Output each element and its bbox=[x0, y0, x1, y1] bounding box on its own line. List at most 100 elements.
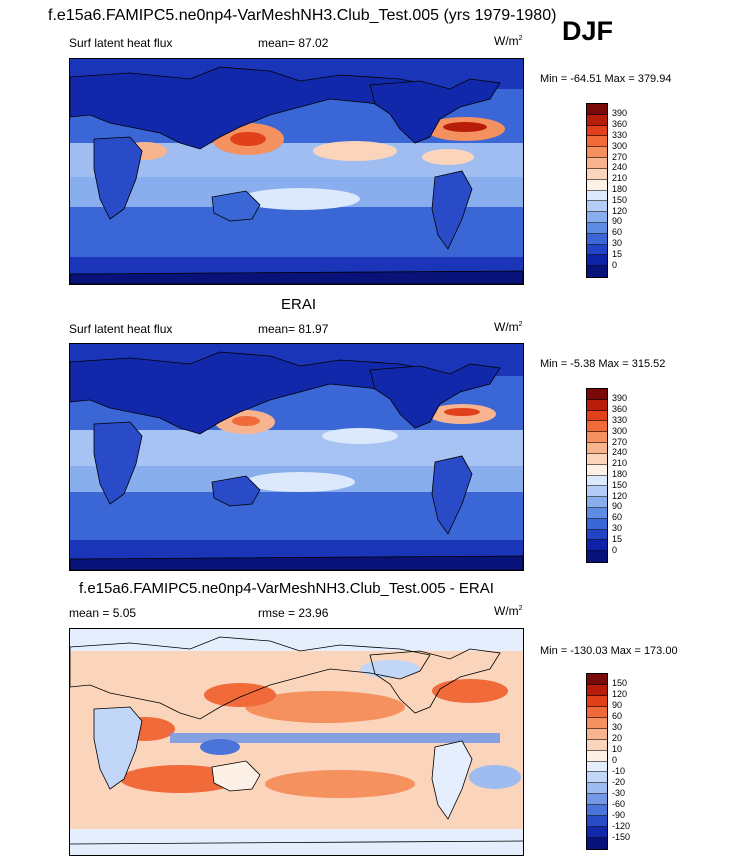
colorbar-segment bbox=[587, 179, 607, 191]
panel3-antarctica bbox=[70, 840, 523, 845]
colorbar-tick-label: 120 bbox=[612, 490, 628, 501]
colorbar-tick-label: 20 bbox=[612, 733, 623, 744]
colorbar-segment bbox=[587, 805, 607, 817]
colorbar-segment bbox=[587, 168, 607, 180]
colorbar-tick-label: 30 bbox=[612, 523, 623, 534]
colorbar-segment bbox=[587, 551, 607, 562]
panel2-map bbox=[69, 343, 524, 571]
colorbar-segment bbox=[587, 761, 607, 773]
panel2-south-america bbox=[431, 455, 473, 535]
colorbar-tick-label: 180 bbox=[612, 469, 628, 479]
panel2-mean-label: mean= bbox=[258, 322, 296, 336]
panel3-minmax: Min = -130.03 Max = 173.00 bbox=[540, 645, 678, 657]
panel3-australia bbox=[211, 760, 261, 792]
colorbar-segment bbox=[587, 136, 607, 148]
colorbar-tick-label: 30 bbox=[612, 722, 623, 733]
colorbar-tick-label: 270 bbox=[612, 151, 628, 162]
panel3-arctic bbox=[70, 629, 523, 651]
panel3-mean-label: mean = bbox=[69, 606, 110, 620]
panel2-variable: Surf latent heat flux bbox=[69, 322, 173, 336]
colorbar-segment bbox=[587, 399, 607, 411]
colorbar-segment bbox=[587, 443, 607, 454]
colorbar-segment bbox=[587, 114, 607, 126]
colorbar-tick-label: 180 bbox=[612, 184, 628, 194]
colorbar-tick-label: 60 bbox=[612, 512, 623, 523]
colorbar-tick-label: 210 bbox=[612, 173, 628, 184]
colorbar-segment bbox=[587, 104, 607, 115]
colorbar-segment bbox=[587, 453, 607, 465]
colorbar-tick-label: 90 bbox=[612, 501, 623, 512]
panel1-variable: Surf latent heat flux bbox=[69, 36, 173, 50]
colorbar-segment bbox=[587, 706, 607, 718]
colorbar-segment bbox=[587, 190, 607, 202]
colorbar-tick-label: -30 bbox=[612, 787, 626, 798]
colorbar-segment bbox=[587, 838, 607, 849]
colorbar-segment bbox=[587, 147, 607, 159]
panel1-units-exp: 2 bbox=[518, 35, 523, 42]
colorbar-segment bbox=[587, 827, 607, 839]
colorbar-segment bbox=[587, 739, 607, 751]
panel2-mean: mean= 81.97 bbox=[258, 322, 328, 336]
panel3-south-indian-pos bbox=[120, 765, 240, 793]
panel2-australia bbox=[211, 475, 261, 507]
colorbar-tick-label: 210 bbox=[612, 458, 628, 469]
panel2-south-pacific bbox=[245, 472, 355, 492]
panel1-units-base: W/m bbox=[494, 34, 519, 48]
panel3-south-pacific-pos bbox=[265, 770, 415, 798]
colorbar-tick-label: 60 bbox=[612, 711, 623, 722]
panel1-map-svg bbox=[70, 59, 523, 284]
colorbar-tick-label: 15 bbox=[612, 533, 623, 544]
panel3-eurasia bbox=[70, 636, 431, 720]
colorbar-tick-label: 390 bbox=[612, 108, 628, 119]
panel2-antarctica bbox=[70, 555, 523, 570]
colorbar-tick-label: 0 bbox=[612, 544, 618, 555]
colorbar-field-2 bbox=[586, 388, 608, 563]
colorbar-tick-label: 240 bbox=[612, 162, 628, 173]
panel2-eurasia bbox=[70, 351, 431, 435]
colorbar-segment bbox=[587, 783, 607, 795]
panel3-north-pacific-pos bbox=[245, 691, 405, 723]
panel2-kuroshio-core bbox=[232, 416, 260, 426]
colorbar-segment bbox=[587, 475, 607, 487]
panel3-map bbox=[69, 628, 524, 856]
colorbar-segment bbox=[587, 222, 607, 234]
colorbar-segment bbox=[587, 674, 607, 685]
panel3-mean-value: 5.05 bbox=[112, 606, 137, 620]
panel3-units: W/m2 bbox=[494, 604, 523, 618]
colorbar-tick-label: -150 bbox=[612, 831, 631, 842]
panel1-gulfstream-core bbox=[443, 122, 487, 132]
panel3-southern bbox=[70, 829, 523, 855]
colorbar-segment bbox=[587, 125, 607, 137]
colorbar-segment bbox=[587, 464, 607, 476]
panel1-mean-label: mean= bbox=[258, 36, 296, 50]
panel3-title: f.e15a6.FAMIPC5.ne0np4-VarMeshNH3.Club_T… bbox=[79, 580, 494, 597]
colorbar-tick-label: 150 bbox=[612, 194, 628, 205]
colorbar-segment bbox=[587, 684, 607, 696]
panel3-north-america-neg bbox=[360, 660, 420, 678]
panel3-africa bbox=[93, 706, 143, 790]
colorbar-tick-label: 60 bbox=[612, 227, 623, 238]
panel2-units: W/m2 bbox=[494, 320, 523, 334]
panel2-minmax: Min = -5.38 Max = 315.52 bbox=[540, 358, 666, 370]
colorbar-segment bbox=[587, 158, 607, 169]
panel2-north-pacific-trade bbox=[322, 428, 398, 444]
panel3-units-base: W/m bbox=[494, 604, 519, 618]
colorbar-tick-label: 10 bbox=[612, 744, 623, 755]
colorbar-segment bbox=[587, 507, 607, 519]
panel3-warm-pool-neg bbox=[200, 739, 240, 755]
panel2-units-base: W/m bbox=[494, 320, 519, 334]
panel1-antarctica bbox=[70, 270, 523, 284]
panel2-africa bbox=[93, 421, 143, 505]
panel3-south-atlantic-neg bbox=[469, 765, 521, 789]
colorbar-segment bbox=[587, 201, 607, 213]
colorbar-segment bbox=[587, 772, 607, 784]
colorbar-tick-label: 0 bbox=[612, 259, 618, 270]
colorbar-tick-label: 300 bbox=[612, 140, 628, 151]
panel1-minmax: Min = -64.51 Max = 379.94 bbox=[540, 73, 672, 85]
colorbar-tick-label: 90 bbox=[612, 700, 623, 711]
case-title: f.e15a6.FAMIPC5.ne0np4-VarMeshNH3.Club_T… bbox=[48, 7, 557, 24]
colorbar-segment bbox=[587, 695, 607, 707]
colorbar-tick-label: 150 bbox=[612, 678, 628, 689]
panel1-eurasia bbox=[70, 66, 431, 150]
panel1-kuroshio-core bbox=[230, 132, 266, 146]
